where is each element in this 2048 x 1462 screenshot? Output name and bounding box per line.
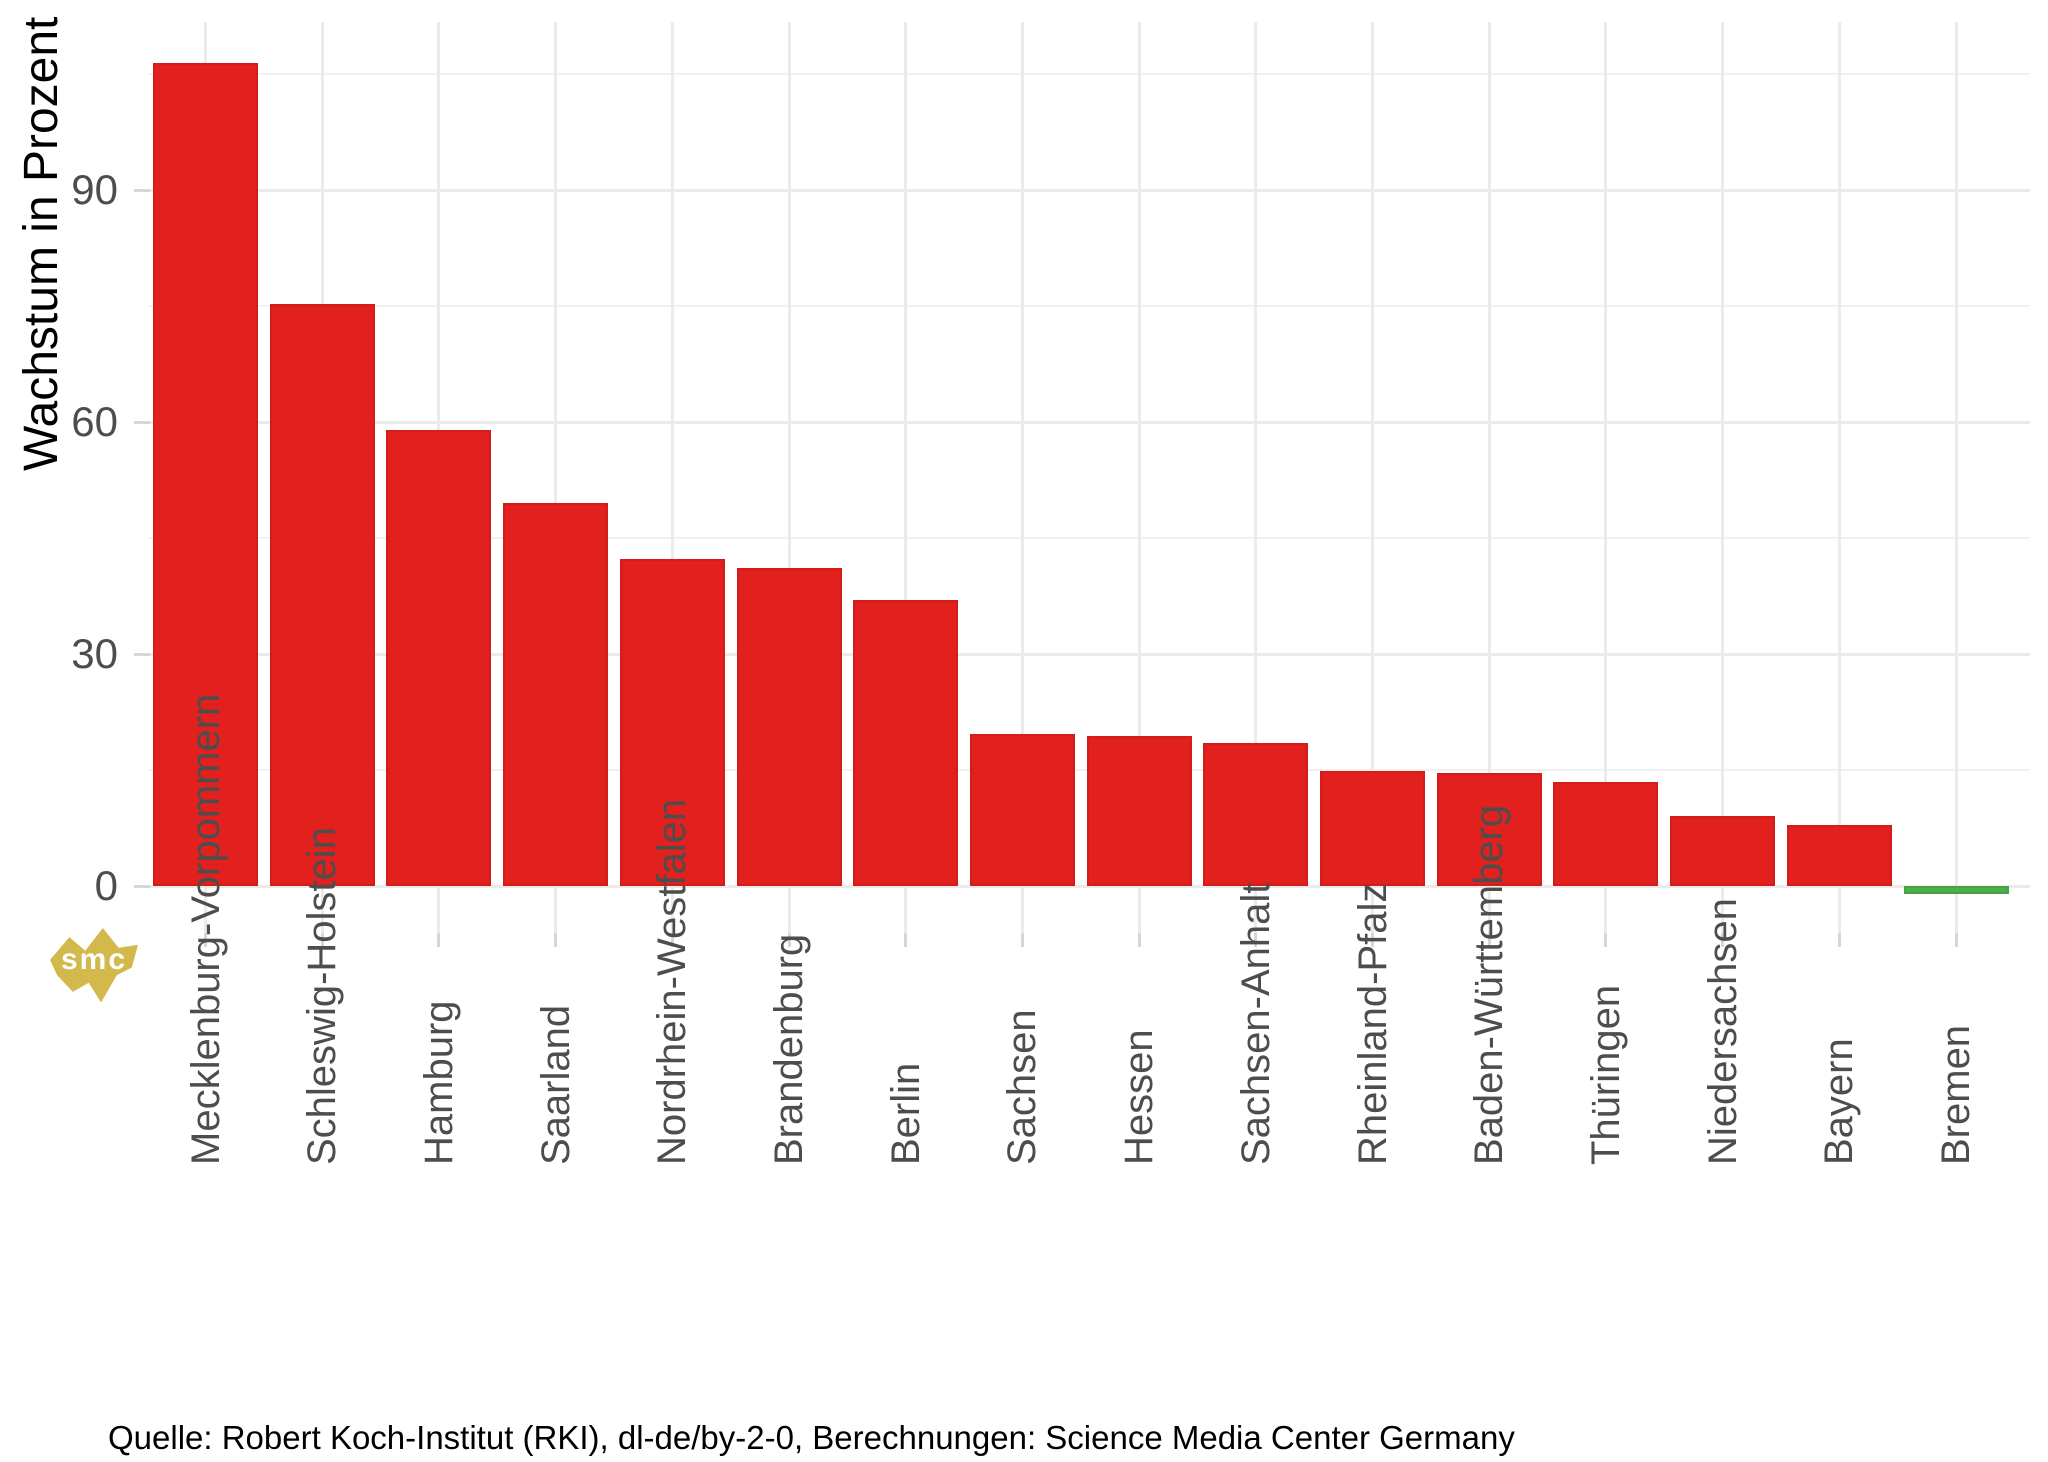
bar-11	[1320, 770, 1425, 886]
x-tick-mark	[1020, 933, 1024, 947]
gridline-major-x	[1721, 22, 1725, 933]
x-tick-mark	[904, 933, 908, 947]
bar-7	[853, 599, 959, 886]
gridline-major-x	[554, 22, 558, 933]
bar-9	[1086, 736, 1192, 886]
x-tick-mark	[204, 933, 207, 947]
gridline-minor-y	[148, 73, 2030, 76]
y-tick-mark	[134, 188, 150, 192]
gridline-major-x	[670, 22, 674, 933]
x-tick-mark	[437, 933, 441, 947]
gridline-major-x	[1254, 22, 1258, 933]
x-tick-mark	[787, 933, 791, 947]
source-caption: Quelle: Robert Koch-Institut (RKI), dl-d…	[108, 1419, 1515, 1456]
y-tick-mark	[134, 652, 150, 656]
x-tick-mark	[1371, 933, 1374, 947]
x-tick-mark	[670, 933, 674, 947]
bar-6	[736, 568, 842, 886]
x-tick-mark	[1721, 933, 1725, 947]
gridline-major-x	[787, 22, 791, 933]
y-tick-label: 0	[94, 862, 118, 909]
bar-15	[1786, 824, 1892, 886]
bar-10	[1203, 742, 1309, 886]
gridline-major-y	[148, 420, 2030, 424]
bar-12	[1436, 773, 1542, 886]
y-tick-label: 90	[71, 166, 118, 214]
x-tick-mark	[1487, 933, 1491, 947]
smc-logo: smc	[50, 928, 138, 1003]
bar-8	[969, 733, 1075, 886]
x-tick-mark	[554, 933, 558, 947]
gridline-major-y	[148, 652, 2030, 656]
bar-16	[1903, 886, 2009, 894]
gridline-minor-y	[148, 305, 2030, 308]
gridline-major-y	[148, 188, 2030, 192]
gridline-major-y	[148, 884, 2030, 888]
gridline-major-x	[1487, 22, 1491, 933]
bar-5	[619, 559, 725, 886]
bar-3	[386, 429, 492, 886]
x-tick-mark	[1604, 933, 1608, 947]
gridline-major-x	[1137, 22, 1141, 933]
x-tick-mark	[1837, 933, 1841, 947]
gridline-major-x	[1954, 22, 1958, 933]
bar-4	[503, 503, 609, 886]
x-tick-mark	[1954, 933, 1958, 947]
gridline-minor-y	[148, 537, 2030, 540]
y-tick-mark	[134, 420, 150, 424]
bar-2	[269, 303, 375, 886]
y-tick-label: 30	[71, 630, 118, 678]
bar-13	[1553, 782, 1659, 886]
gridline-major-x	[1371, 22, 1374, 933]
gridline-major-x	[1604, 22, 1608, 933]
bar-1	[153, 62, 258, 886]
y-tick-mark	[134, 884, 150, 888]
y-tick-label: 60	[71, 398, 118, 446]
x-tick-mark	[1254, 933, 1258, 947]
x-tick-mark	[320, 933, 324, 947]
gridline-major-x	[1020, 22, 1024, 933]
gridline-major-x	[1837, 22, 1841, 933]
x-tick-mark	[1137, 933, 1141, 947]
smc-logo-text: smc	[60, 943, 128, 976]
bar-14	[1670, 815, 1776, 886]
gridline-major-x	[904, 22, 908, 933]
